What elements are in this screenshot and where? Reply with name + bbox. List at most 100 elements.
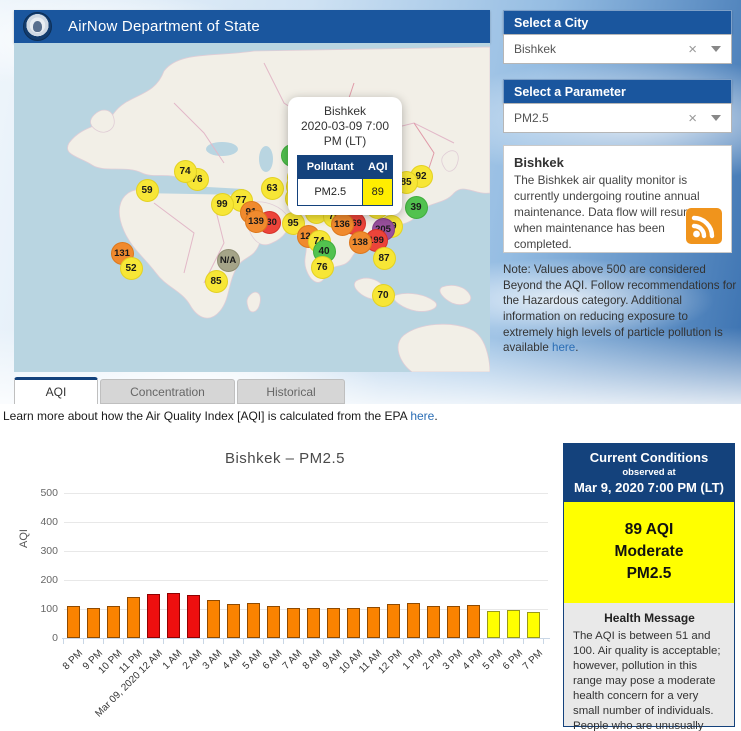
rss-icon[interactable] <box>686 208 722 244</box>
chart-bar[interactable] <box>366 606 380 638</box>
chart-bar[interactable] <box>306 608 320 638</box>
chart-bar[interactable] <box>86 608 100 638</box>
tab-bar: AQI Concentration Historical <box>14 377 347 404</box>
tab-historical[interactable]: Historical <box>237 379 345 404</box>
map-marker-aqi[interactable]: 85 <box>204 269 228 293</box>
note-text: Note: Values above 500 are considered Be… <box>503 263 737 355</box>
y-axis-tick-label: 400 <box>40 516 58 528</box>
chart-bar[interactable] <box>266 606 280 638</box>
x-axis-tick <box>423 639 424 644</box>
chart-bar[interactable] <box>386 604 400 638</box>
map-marker-aqi[interactable]: 52 <box>119 256 143 280</box>
popup-pollutant-header: Pollutant <box>296 155 364 179</box>
popup-aqi-value: 89 <box>362 178 393 206</box>
popup-datetime-line2: PM (LT) <box>323 134 367 148</box>
y-gridline <box>64 609 548 610</box>
x-axis-tick <box>243 639 244 644</box>
x-axis-tick <box>263 639 264 644</box>
x-axis-tick <box>223 639 224 644</box>
chart-bar[interactable] <box>486 610 500 638</box>
x-axis-tick <box>343 639 344 644</box>
beyond-aqi-note: Note: Values above 500 are considered Be… <box>503 262 741 356</box>
map-marker-aqi[interactable]: 99 <box>210 192 234 216</box>
x-axis-tick <box>443 639 444 644</box>
observed-at-time: Mar 9, 2020 7:00 PM (LT) <box>573 480 725 495</box>
chart-bar[interactable] <box>286 607 300 638</box>
map-marker-aqi[interactable]: 63 <box>260 176 284 200</box>
chart-bar[interactable] <box>466 604 480 638</box>
parameter-caret-icon[interactable] <box>711 115 721 121</box>
chart-bar[interactable] <box>126 597 140 638</box>
chart-bar[interactable] <box>406 603 420 638</box>
popup-aqi-header: AQI <box>362 155 393 179</box>
health-message-block: Health Message The AQI is between 51 and… <box>564 603 734 731</box>
parameter-clear-icon[interactable]: × <box>688 109 697 127</box>
popup-pollutant-value: PM2.5 <box>296 178 364 206</box>
state-department-seal-icon <box>23 12 52 41</box>
x-axis-tick <box>503 639 504 644</box>
city-select[interactable]: Bishkek × <box>503 34 732 64</box>
map-popup[interactable]: Bishkek 2020-03-09 7:00 PM (LT) Pollutan… <box>288 97 402 215</box>
y-gridline <box>64 522 548 523</box>
chart-bar[interactable] <box>446 605 460 638</box>
learn-more-link[interactable]: here <box>410 409 435 423</box>
map-marker-aqi[interactable]: 138 <box>348 230 372 254</box>
popup-datetime-line1: 2020-03-09 7:00 <box>300 119 390 133</box>
chart-bar[interactable] <box>526 612 540 638</box>
map-header-bar: AirNow Department of State <box>14 10 490 43</box>
city-clear-icon[interactable]: × <box>688 40 697 58</box>
x-axis-label: 8 PM <box>60 648 85 673</box>
select-city-header: Select a City <box>503 10 732 34</box>
chart-bar[interactable] <box>346 607 360 638</box>
y-axis-tick-label: 200 <box>40 574 58 586</box>
chart-title: Bishkek – PM2.5 <box>224 450 346 467</box>
y-axis-tick-label: 0 <box>52 632 58 644</box>
chart-bar[interactable] <box>246 602 260 638</box>
x-axis-label: 3 PM <box>440 648 465 673</box>
note-here-link[interactable]: here <box>552 341 576 355</box>
map-marker-aqi[interactable]: 139 <box>244 209 268 233</box>
map-marker-aqi[interactable]: 70 <box>371 283 395 307</box>
chart-bar[interactable] <box>66 606 80 638</box>
chart-bar[interactable] <box>426 605 440 638</box>
x-axis-tick <box>163 639 164 644</box>
learn-more-after: . <box>434 409 438 423</box>
city-caret-icon[interactable] <box>711 46 721 52</box>
x-axis-tick <box>103 639 104 644</box>
y-axis-tick-label: 100 <box>40 603 58 615</box>
x-axis-tick <box>203 639 204 644</box>
current-aqi-value: 89 AQI <box>624 521 674 538</box>
x-axis-label: 2 AM <box>180 648 205 672</box>
map-marker-aqi[interactable]: 136 <box>330 212 354 236</box>
x-axis-tick <box>483 639 484 644</box>
chart-bar[interactable] <box>166 593 180 638</box>
tab-aqi[interactable]: AQI <box>14 377 98 404</box>
parameter-select[interactable]: PM2.5 × <box>503 103 732 133</box>
note-text-after: . <box>575 341 579 355</box>
x-axis-tick <box>403 639 404 644</box>
health-message-title: Health Message <box>604 611 695 625</box>
station-info-title: Bishkek <box>514 155 564 170</box>
current-aqi-category: Moderate <box>614 543 684 560</box>
map-marker-aqi[interactable]: 74 <box>173 159 197 183</box>
y-gridline <box>64 493 548 494</box>
x-axis-tick <box>463 639 464 644</box>
map-marker-aqi[interactable]: 76 <box>310 255 334 279</box>
chart-bar[interactable] <box>226 604 240 638</box>
current-conditions-panel: Current Conditions observed at Mar 9, 20… <box>563 443 735 731</box>
chart-bar[interactable] <box>146 593 160 638</box>
select-parameter-header: Select a Parameter <box>503 79 732 103</box>
chart-bar[interactable] <box>186 594 200 638</box>
map-marker-aqi[interactable]: 39 <box>404 195 428 219</box>
tab-concentration[interactable]: Concentration <box>100 379 235 404</box>
map-marker-aqi[interactable]: 59 <box>135 178 159 202</box>
chart-bar[interactable] <box>206 599 220 638</box>
map-marker-aqi[interactable]: 87 <box>372 246 396 270</box>
map-marker-aqi[interactable]: N/A <box>216 248 240 272</box>
chart-bar[interactable] <box>506 609 520 638</box>
world-map[interactable]: 8114176745963988279788579951549285398377… <box>14 43 490 372</box>
observed-at-label: observed at <box>622 467 676 478</box>
chart-bar[interactable] <box>326 608 340 638</box>
y-axis-tick-label: 500 <box>40 487 58 499</box>
chart-bar[interactable] <box>106 606 120 638</box>
